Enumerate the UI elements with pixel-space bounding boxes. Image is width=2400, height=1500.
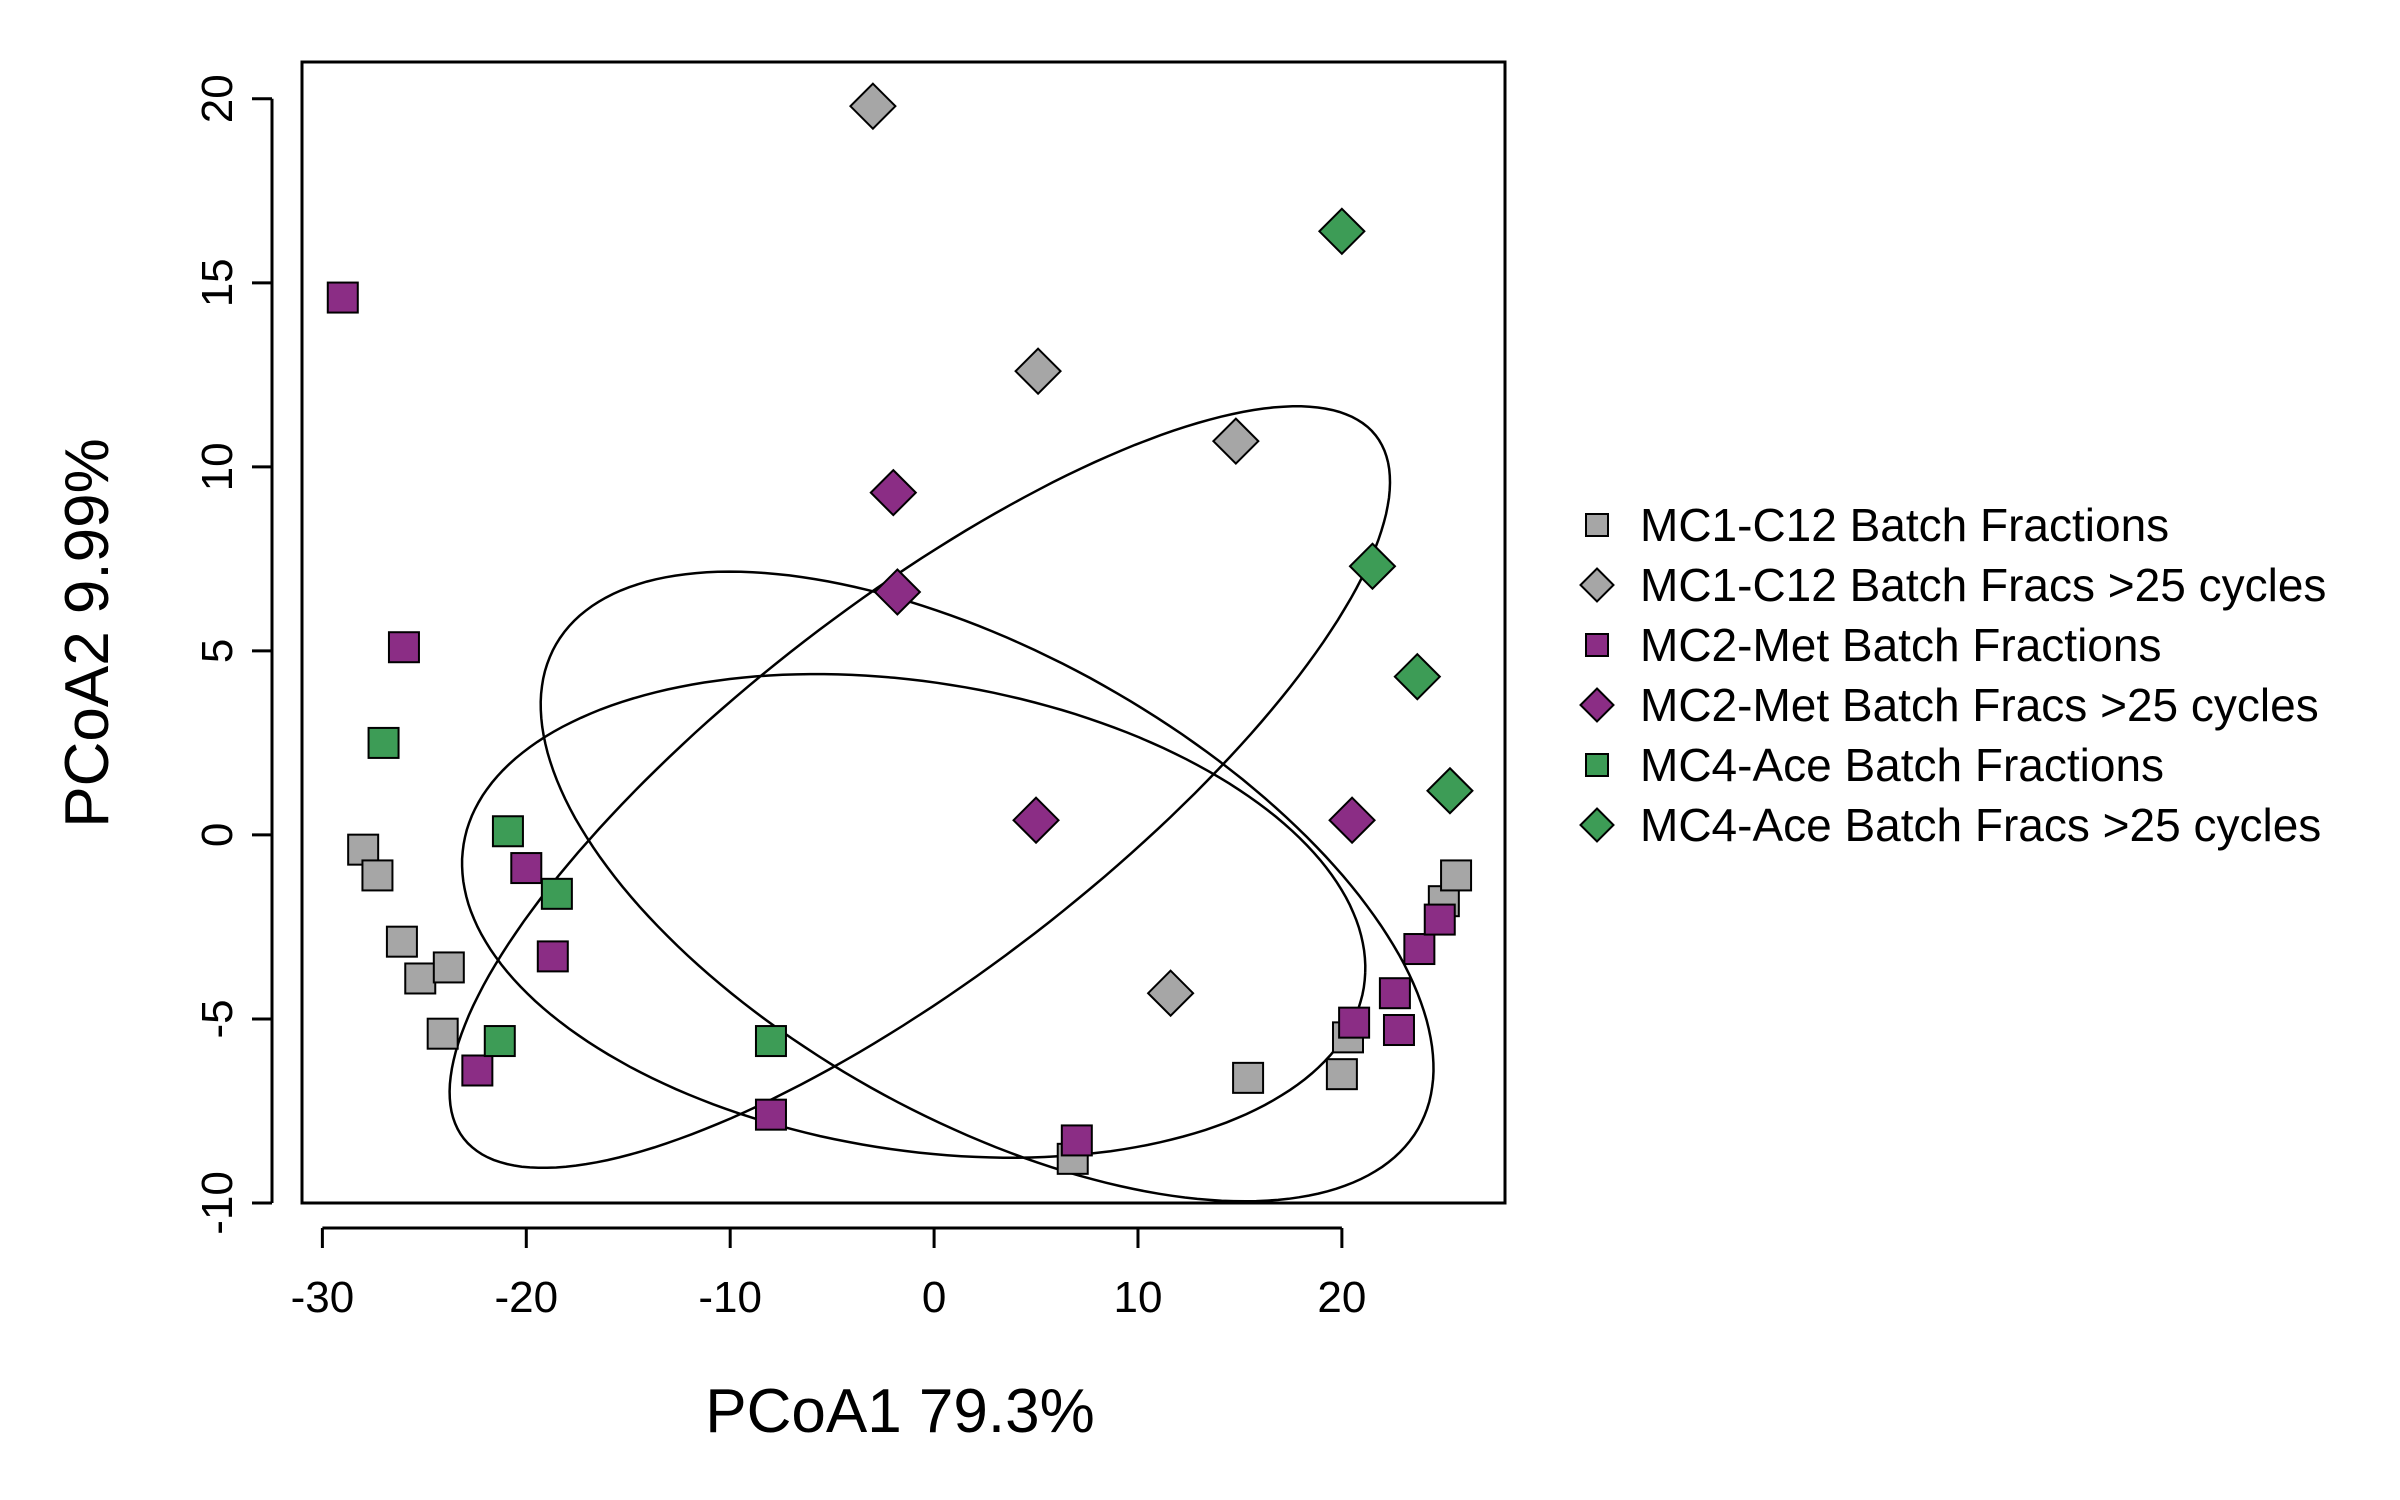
legend-label: MC1-C12 Batch Fracs >25 cycles <box>1640 559 2326 611</box>
data-point <box>491 815 524 848</box>
data-point <box>510 852 543 885</box>
x-tick-label: -20 <box>494 1273 558 1322</box>
data-point <box>754 1025 787 1058</box>
data-point <box>461 1054 494 1087</box>
legend-label: MC2-Met Batch Fractions <box>1640 619 2161 671</box>
legend-label: MC4-Ace Batch Fractions <box>1640 739 2164 791</box>
y-axis: -10 -5 0 5 10 15 20 <box>193 74 274 1235</box>
data-point <box>1146 969 1195 1018</box>
data-point <box>385 925 418 958</box>
data-point <box>869 468 918 517</box>
legend-marker <box>1585 633 1609 657</box>
x-axis: -30 -20 -10 0 10 20 <box>291 1226 1366 1322</box>
x-tick-label: 0 <box>922 1273 946 1322</box>
data-point <box>1348 542 1397 591</box>
data-point <box>326 281 359 314</box>
y-tick-label: 0 <box>193 823 242 847</box>
data-point <box>404 962 437 995</box>
legend-marker <box>1579 567 1615 603</box>
data-point <box>1317 207 1366 256</box>
legend-marker <box>1579 687 1615 723</box>
confidence-ellipse <box>539 570 1435 1203</box>
x-tick-label: -10 <box>698 1273 762 1322</box>
data-point <box>1338 1006 1371 1039</box>
data-point <box>1426 766 1474 815</box>
data-point <box>1440 859 1473 892</box>
data-point <box>1378 977 1411 1010</box>
data-points <box>326 82 1474 1175</box>
data-point <box>387 631 420 664</box>
data-point <box>1393 652 1442 701</box>
data-point <box>367 726 400 759</box>
legend-item: MC4-Ace Batch Fractions <box>1585 739 2164 791</box>
data-point <box>1211 417 1260 466</box>
legend-marker <box>1585 753 1609 777</box>
legend-item: MC2-Met Batch Fractions <box>1585 619 2161 671</box>
x-tick-label: -30 <box>291 1273 355 1322</box>
plot-frame <box>300 60 1507 1205</box>
data-point <box>432 951 465 984</box>
data-point <box>536 940 569 973</box>
legend: MC1-C12 Batch Fractions MC1-C12 Batch Fra… <box>1579 499 2326 851</box>
data-point <box>1423 903 1456 936</box>
legend-label: MC4-Ace Batch Fracs >25 cycles <box>1640 799 2321 851</box>
data-point <box>873 568 922 616</box>
data-point <box>1325 1058 1358 1091</box>
data-point <box>1012 796 1060 845</box>
data-point <box>426 1017 459 1050</box>
data-point <box>361 859 394 892</box>
confidence-ellipse <box>448 405 1392 1170</box>
y-tick-label: 20 <box>193 74 242 123</box>
data-point <box>1060 1124 1093 1157</box>
legend-marker <box>1579 807 1615 843</box>
legend-item: MC2-Met Batch Fracs >25 cycles <box>1579 679 2319 731</box>
legend-label: MC1-C12 Batch Fractions <box>1640 499 2169 551</box>
legend-item: MC4-Ace Batch Fracs >25 cycles <box>1579 799 2321 851</box>
y-tick-label: -10 <box>193 1171 242 1235</box>
y-tick-label: 10 <box>193 442 242 491</box>
legend-item: MC1-C12 Batch Fracs >25 cycles <box>1579 559 2326 611</box>
data-point <box>483 1025 516 1058</box>
legend-label: MC2-Met Batch Fracs >25 cycles <box>1640 679 2319 731</box>
legend-item: MC1-C12 Batch Fractions <box>1585 499 2169 551</box>
data-point <box>1403 933 1436 966</box>
data-point <box>1328 796 1376 845</box>
data-point <box>1014 347 1062 396</box>
legend-marker <box>1585 513 1609 537</box>
y-tick-label: 5 <box>193 639 242 663</box>
data-point <box>1382 1014 1415 1047</box>
x-axis-title: PCoA1 79.3% <box>705 1377 1094 1446</box>
y-tick-label: 15 <box>193 258 242 307</box>
confidence-ellipse <box>460 672 1367 1159</box>
y-tick-label: -5 <box>193 999 242 1038</box>
y-axis-title: PCoA2 9.99% <box>53 438 122 827</box>
x-tick-label: 10 <box>1114 1273 1163 1322</box>
data-point <box>1232 1061 1265 1094</box>
data-point <box>754 1098 787 1131</box>
x-tick-label: 20 <box>1317 1273 1366 1322</box>
ellipse-group <box>448 405 1435 1203</box>
data-point <box>540 877 573 910</box>
data-point <box>849 82 897 131</box>
